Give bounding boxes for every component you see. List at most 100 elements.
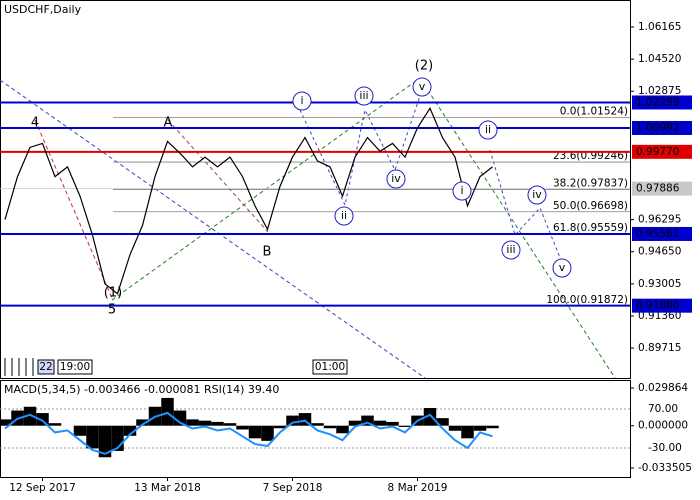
macd-bar (0, 419, 12, 426)
price-line (4, 107, 493, 295)
macd-bar (136, 419, 149, 426)
level-box (632, 298, 692, 313)
y-tick-label: 0.91360 (638, 310, 681, 322)
macd-bar (198, 420, 212, 426)
macd-bar (286, 415, 299, 426)
level-label: 0.99770 (636, 146, 679, 158)
y-tick-label: -0.033505 (638, 462, 692, 474)
time-box (312, 359, 348, 375)
fib-label: 61.8(0.95559) (553, 222, 628, 234)
macd-bar (98, 425, 112, 458)
level-box (632, 226, 692, 241)
macd-bar (186, 419, 199, 426)
x-tick-label: 7 Sep 2018 (263, 482, 323, 494)
wave-label: (2) (415, 59, 433, 74)
y-tick-label: 0.89715 (638, 342, 681, 354)
macd-bar (248, 425, 262, 439)
wave-label: iv (391, 172, 401, 185)
level-label: 1.00992 (636, 122, 679, 134)
wave-circle (386, 169, 406, 189)
y-tick-label: 1.06165 (638, 21, 681, 33)
fib-label: 100.0(0.91872) (546, 294, 628, 306)
x-tick-label: 12 Sep 2017 (9, 482, 76, 494)
macd-bar (398, 425, 412, 427)
y-tick-label: 1.04520 (638, 53, 681, 65)
macd-bar (23, 406, 37, 426)
y-tick-label: 0.029864 (638, 382, 688, 394)
macd-bar (336, 425, 349, 434)
forecast-line (489, 149, 566, 271)
time-box (57, 359, 93, 375)
wave-label: 5 (108, 303, 116, 318)
wave-label: i (460, 184, 463, 197)
level-label: 0.97886 (636, 183, 680, 195)
macd-bar (211, 421, 224, 426)
macd-bar (461, 425, 474, 439)
x-tick-label: 8 Mar 2019 (388, 482, 448, 494)
macd-bar (86, 425, 99, 449)
macd-bar (48, 423, 62, 426)
y-tick-label: 0.93005 (638, 278, 681, 290)
macd-bar (123, 425, 137, 436)
wave-circle (354, 86, 374, 106)
macd-bar (423, 408, 437, 426)
level-label: 0.95561 (636, 228, 679, 240)
macd-bar (223, 423, 237, 426)
time-label: 19:00 (60, 361, 90, 373)
wave-label: v (419, 80, 426, 93)
wave-label: (1) (104, 286, 122, 301)
wave-circle (501, 240, 521, 260)
wave-circle (527, 185, 547, 205)
wave-label: B (263, 245, 272, 260)
fib-label: 50.0(0.96698) (553, 200, 628, 212)
level-box (632, 95, 692, 110)
time-label: 01:00 (315, 361, 345, 373)
macd-bar (373, 420, 387, 426)
panel-frame (0, 380, 631, 478)
wave-label: A (164, 116, 173, 131)
fib-label: 38.2(0.97837) (553, 178, 628, 190)
wave-label: 4 (31, 116, 39, 131)
main-frame (0, 0, 631, 379)
wave-circle (292, 91, 312, 111)
macd-bar (473, 425, 487, 431)
wave-line (34, 119, 113, 299)
wave-circle (412, 77, 432, 97)
channel-line (0, 79, 426, 379)
wave-label: i (300, 94, 303, 107)
fib-label: 23.6(0.99246) (553, 150, 628, 162)
macd-bar (173, 410, 187, 426)
level-box (632, 181, 692, 196)
y-tick-label: 0.96295 (638, 214, 681, 226)
panel-title: MACD(5,34,5) -0.003466 -0.000081 RSI(14)… (4, 383, 279, 396)
wave-circle (452, 181, 472, 201)
y2-tick-label: -30.00 (648, 442, 682, 454)
macd-bar (486, 425, 499, 429)
time-label: 22 (39, 361, 52, 373)
wave-circle (334, 206, 354, 226)
wave-label: iii (506, 243, 515, 256)
macd-bar (261, 425, 274, 441)
macd-bar (386, 421, 399, 426)
macd-bar (273, 425, 287, 429)
chart-title: USDCHF,Daily (4, 3, 82, 16)
macd-bar (236, 425, 249, 430)
x-tick-label: 13 Mar 2018 (134, 482, 201, 494)
wave-circle (478, 120, 498, 140)
fib-label: 0.0(1.01524) (560, 106, 628, 118)
y-tick-label: 0.000000 (638, 420, 688, 432)
y-tick-label: 1.02875 (638, 85, 681, 97)
y2-tick-label: 70.00 (648, 403, 678, 415)
wave-line (111, 77, 421, 301)
macd-bar (448, 425, 462, 431)
wave-label: iv (532, 188, 542, 201)
wave-label: iii (359, 89, 368, 102)
macd-bar (323, 425, 337, 429)
macd-bar (311, 423, 324, 426)
macd-bar (161, 397, 174, 426)
wave-label: v (559, 261, 566, 274)
time-box (37, 359, 55, 375)
wave-circle (552, 258, 572, 278)
